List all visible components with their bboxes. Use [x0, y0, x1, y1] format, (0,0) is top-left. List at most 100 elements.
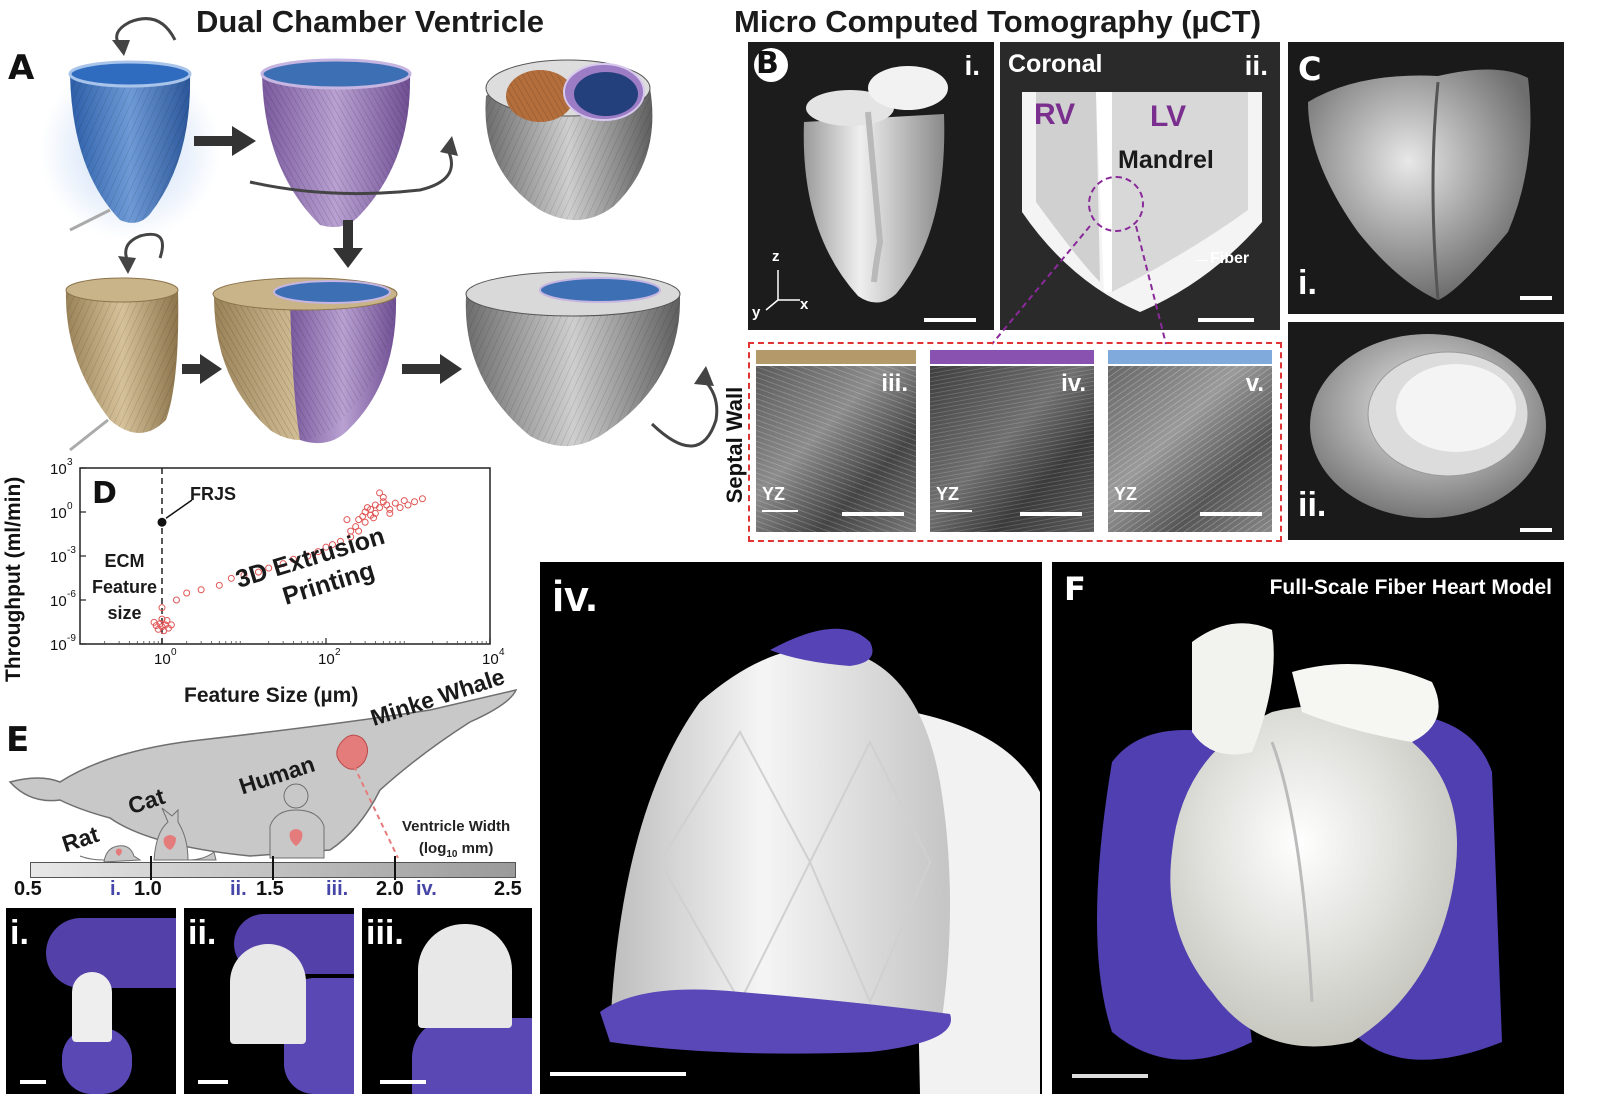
tick-1-0: 1.0 — [134, 878, 162, 900]
scale-bar — [1520, 528, 1552, 532]
extrusion-data-point — [347, 533, 355, 541]
extrusion-data-point — [158, 604, 166, 612]
septal-zoom-circle — [1088, 176, 1144, 232]
tan-rv-layer — [65, 277, 179, 433]
ecm-label-line-3: size — [107, 603, 142, 623]
ventricle-photo-ii: ii. — [184, 908, 354, 1094]
ecm-label: ECM Feature size — [92, 548, 157, 626]
extrusion-data-point — [152, 622, 160, 630]
unit-suffix: mm) — [457, 840, 494, 857]
axis-z-label: z — [772, 248, 780, 265]
unit-subscript: 10 — [446, 849, 458, 860]
extrusion-data-point — [227, 574, 235, 582]
y-tick-label: 10 — [50, 461, 67, 478]
scale-bar — [1020, 512, 1082, 516]
extrusion-data-point — [386, 509, 394, 517]
photo-label-i: i. — [10, 914, 29, 952]
x-tick-label: 10 — [318, 651, 335, 668]
fiber-micrograph-iv: iv. YZ — [930, 366, 1094, 532]
scale-bar — [1072, 1074, 1148, 1078]
extrusion-data-point — [343, 516, 351, 524]
extrusion-data-point — [240, 571, 248, 579]
tick-0-5: 0.5 — [14, 878, 42, 900]
y-tick-exponent: -3 — [67, 545, 76, 556]
x-tick-exponent: 4 — [499, 647, 505, 658]
y-tick-label: 10 — [50, 593, 67, 610]
color-bar-mandrel — [1108, 350, 1272, 364]
photo-label-ii: ii. — [188, 914, 217, 952]
full-scale-heart-photo: F Full-Scale Fiber Heart Model — [1052, 562, 1564, 1094]
scale-bar — [1520, 296, 1552, 300]
yz-label: YZ — [762, 484, 786, 504]
extrusion-data-point — [376, 489, 384, 497]
scale-bar — [198, 1080, 228, 1084]
photo-label-iv: iv. — [552, 572, 598, 621]
ventricle-width-unit: (log10 mm) — [402, 838, 510, 866]
ventricle-width-title: Ventricle Width — [402, 818, 511, 835]
y-tick-exponent: 0 — [67, 501, 73, 512]
lv-label: LV — [1150, 100, 1187, 133]
animal-silhouettes — [8, 688, 518, 863]
mandrel-label: Mandrel — [1118, 146, 1214, 174]
y-axis-label: Throughput (ml/min) — [2, 476, 25, 682]
blue-mandrel-layer — [40, 60, 220, 240]
septal-wall-panel — [748, 342, 1282, 542]
tick-2-0: 2.0 — [376, 878, 404, 900]
extrusion-data-point — [371, 509, 379, 517]
fiber-label: Fiber — [1210, 250, 1250, 267]
axis-y-label: y — [752, 304, 761, 321]
marker-i: i. — [110, 878, 122, 900]
extrusion-data-point — [254, 568, 262, 576]
ventricle-photo-iv: iv. — [540, 562, 1042, 1094]
throughput-chart: 10 0 10 2 10 4 10 -9 10 -6 10 -3 10 0 10 3 D Feature Si… — [0, 434, 520, 707]
ventricle-photo-i: i. — [6, 908, 176, 1094]
extrusion-data-point — [314, 548, 322, 556]
y-tick-exponent: 3 — [67, 457, 73, 468]
ventricle-width-label: Ventricle Width (log10 mm) — [402, 816, 510, 866]
ecm-label-line-2: Feature — [92, 577, 158, 597]
panel-a-title: Dual Chamber Ventricle — [196, 4, 545, 39]
panel-f-letter: F — [1064, 570, 1086, 608]
axis-x-label: x — [800, 296, 809, 313]
panel-b-sub-i: i. — [964, 50, 980, 81]
yz-label: YZ — [1114, 484, 1138, 504]
septal-wall-label: Septal Wall — [722, 386, 747, 504]
frjs-label: FRJS — [190, 484, 237, 504]
purple-fiber-layer — [260, 58, 412, 228]
panel-c-letter: C — [1298, 50, 1322, 88]
frjs-arrow — [165, 499, 193, 519]
extrusion-data-point — [304, 552, 312, 560]
axis-triad — [765, 270, 800, 311]
extrusion-data-point — [396, 504, 404, 512]
y-tick-label: 10 — [50, 549, 67, 566]
ecm-label-line-1: ECM — [104, 551, 145, 571]
extrusion-data-point — [370, 514, 378, 522]
y-tick-exponent: -6 — [67, 589, 76, 600]
panel-b-letter: B — [756, 46, 779, 81]
dual-chamber-illustration — [40, 17, 719, 452]
extrusion-data-point — [355, 527, 363, 535]
rv-label: RV — [1034, 98, 1076, 131]
fiber-heart-photo-c-i: C i. — [1288, 42, 1564, 314]
extrusion-data-point — [404, 501, 412, 509]
panel-d-letter: D — [92, 476, 117, 511]
sub-iii-label: iii. — [881, 370, 908, 397]
extrusion-data-point — [156, 619, 164, 627]
extrusion-data-point — [322, 543, 330, 551]
yz-label: YZ — [936, 484, 960, 504]
x-tick-label: 10 — [154, 651, 171, 668]
panel-e-letter: E — [6, 720, 30, 760]
panel-c-sub-ii: ii. — [1298, 486, 1327, 524]
extrusion-data-point — [215, 581, 223, 589]
extrusion-data-point — [197, 586, 205, 594]
frjs-data-point — [157, 517, 167, 527]
fiber-heart-photo-c-ii: ii. — [1288, 322, 1564, 540]
extrusion-data-point — [376, 504, 384, 512]
extrusion-data-point — [167, 621, 175, 629]
sub-iv-label: iv. — [1061, 370, 1086, 397]
extrusion-data-point — [361, 518, 369, 526]
extrusion-data-point — [386, 505, 394, 513]
x-axis-label: Feature Size (µm) — [184, 684, 359, 707]
extrusion-data-point — [328, 541, 336, 549]
extrusion-data-point — [379, 493, 387, 501]
